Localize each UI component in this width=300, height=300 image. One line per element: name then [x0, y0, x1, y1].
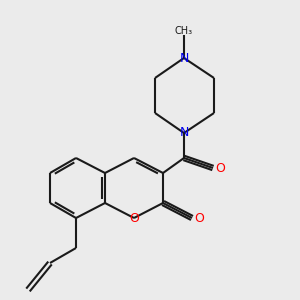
- Text: O: O: [129, 212, 139, 224]
- Text: O: O: [216, 161, 225, 175]
- Text: CH₃: CH₃: [175, 26, 193, 35]
- Text: N: N: [179, 52, 189, 64]
- Text: N: N: [179, 127, 189, 140]
- Text: O: O: [195, 212, 204, 224]
